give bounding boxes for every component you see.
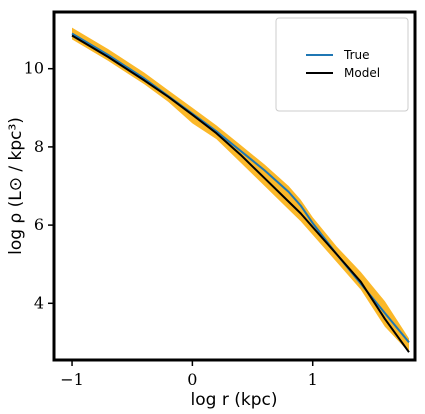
x-tick-label: 1 bbox=[308, 370, 318, 389]
legend-label-model: Model bbox=[344, 66, 380, 80]
x-tick-label: 0 bbox=[187, 370, 197, 389]
x-tick-label: −1 bbox=[60, 370, 84, 389]
legend: True Model bbox=[275, 17, 409, 112]
y-axis-title: log ρ (L⊙ / kpc³) bbox=[6, 117, 26, 255]
series-line-model bbox=[71, 34, 410, 353]
y-tick-label: 10 bbox=[24, 59, 44, 78]
legend-box bbox=[275, 17, 409, 112]
axis-ticks: −1 0 1 4 6 8 10 bbox=[24, 59, 318, 389]
y-tick-label: 8 bbox=[34, 137, 44, 156]
legend-label-true: True bbox=[343, 48, 370, 62]
x-axis-title: log r (kpc) bbox=[191, 390, 278, 410]
plot-frame bbox=[52, 10, 417, 362]
y-tick-label: 4 bbox=[34, 293, 44, 312]
series-lines-layer bbox=[71, 32, 410, 353]
y-tick-label: 6 bbox=[34, 215, 44, 234]
